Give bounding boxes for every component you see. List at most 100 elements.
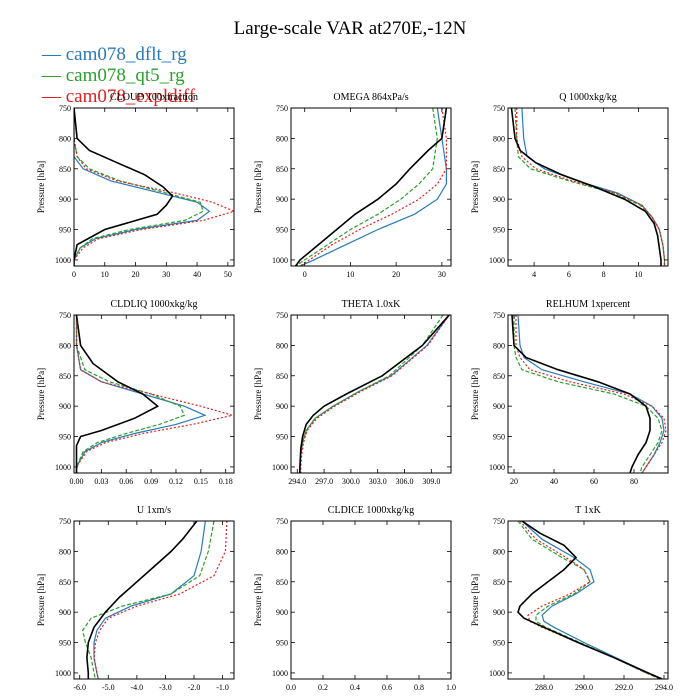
y-tick-label: 750 <box>59 311 71 320</box>
series-line-unlabeled <box>86 521 198 679</box>
x-tick-label: 30 <box>162 270 170 279</box>
x-tick-label: 1.0 <box>446 683 456 692</box>
y-tick-label: 850 <box>493 165 505 174</box>
y-tick-label: 950 <box>59 639 71 648</box>
y-tick-label: 750 <box>276 311 288 320</box>
y-tick-label: 750 <box>59 104 71 113</box>
x-tick-label: 10 <box>101 270 109 279</box>
panel-title: U 1xm/s <box>137 505 171 516</box>
y-tick-label: 800 <box>59 547 71 556</box>
x-tick-label: 0.0 <box>286 683 296 692</box>
panel-title: T 1xK <box>575 505 601 516</box>
panel-6: RELHUM 1xpercent 750 800 850 900 950 1000 20 40 6… <box>470 299 669 486</box>
y-tick-label: 900 <box>276 608 288 617</box>
y-tick-label: 850 <box>59 578 71 587</box>
series-line-cam078_qt5_rg <box>295 108 438 266</box>
legend-entry: — cam078_expldiff <box>42 86 196 107</box>
y-axis-label: Pressure [hPa] <box>36 574 46 626</box>
x-tick-label: 8 <box>602 270 606 279</box>
y-axis-label: Pressure [hPa] <box>253 574 263 626</box>
chart-title: Large-scale VAR at270E,-12N <box>233 18 467 39</box>
panel-title: CLOUD 100xfraction <box>110 92 198 103</box>
x-tick-label: 292.0 <box>615 683 633 692</box>
series-line-cam078_qt5_rg <box>514 108 666 266</box>
x-tick-label: 80 <box>630 477 638 486</box>
panel-title: RELHUM 1xpercent <box>546 299 630 310</box>
x-tick-label: 0.18 <box>219 477 233 486</box>
y-tick-label: 900 <box>59 195 71 204</box>
panel-3: Q 1000xkg/kg 750 800 850 900 950 1000 4 6 8 10 Pres… <box>470 92 669 279</box>
x-tick-label: 297.0 <box>315 477 333 486</box>
series-line-cam078_qt5_rg <box>81 521 215 679</box>
y-axis-label: Pressure [hPa] <box>470 574 480 626</box>
series-line-cam078_dflt_rg <box>521 521 663 679</box>
y-tick-label: 800 <box>276 341 288 350</box>
panel-4: CLDLIQ 1000xkg/kg 750 800 850 900 950 1000 0.00… <box>36 299 235 486</box>
series-line-cam078_expldiff <box>93 521 228 679</box>
y-tick-label: 900 <box>493 402 505 411</box>
series-line-cam078_dflt_rg <box>299 108 447 266</box>
panel-title: THETA 1.0xK <box>342 299 401 310</box>
x-tick-label: 0.12 <box>169 477 183 486</box>
x-tick-label: 30 <box>438 270 446 279</box>
y-tick-label: 950 <box>59 226 71 235</box>
x-tick-label: 20 <box>510 477 518 486</box>
panel-7: U 1xm/s 750 800 850 900 950 1000-6.0 -5.0 -4.0 -3… <box>36 505 235 692</box>
y-tick-label: 950 <box>59 433 71 442</box>
x-tick-label: 0.4 <box>350 683 360 692</box>
x-tick-label: 288.0 <box>535 683 553 692</box>
x-tick-label: -4.0 <box>131 683 144 692</box>
x-tick-label: 60 <box>590 477 598 486</box>
y-tick-label: 1000 <box>272 669 288 678</box>
x-tick-label: -3.0 <box>159 683 172 692</box>
x-tick-label: 4 <box>532 270 536 279</box>
y-tick-label: 1000 <box>489 669 505 678</box>
y-tick-label: 800 <box>493 134 505 143</box>
plot-frame <box>507 107 669 267</box>
y-tick-label: 1000 <box>55 256 71 265</box>
y-tick-label: 850 <box>276 578 288 587</box>
y-tick-label: 850 <box>59 165 71 174</box>
y-tick-label: 800 <box>276 134 288 143</box>
x-tick-label: -2.0 <box>188 683 201 692</box>
series-line-cam078_dflt_rg <box>75 315 207 473</box>
x-tick-label: 0.8 <box>414 683 424 692</box>
y-tick-label: 950 <box>493 433 505 442</box>
x-tick-label: 20 <box>132 270 140 279</box>
series-line-cam078_qt5_rg <box>513 315 663 473</box>
x-tick-label: 0.15 <box>194 477 208 486</box>
panel-title: Q 1000xkg/kg <box>559 92 617 103</box>
plot-frame <box>73 314 235 474</box>
x-tick-label: 0.06 <box>119 477 133 486</box>
y-tick-label: 900 <box>493 195 505 204</box>
x-tick-label: 0 <box>303 270 307 279</box>
x-tick-label: 294.0 <box>288 477 306 486</box>
x-tick-label: 6 <box>567 270 571 279</box>
y-tick-label: 800 <box>59 341 71 350</box>
y-tick-label: 950 <box>493 226 505 235</box>
plot-frame <box>290 520 452 680</box>
x-tick-label: 0 <box>72 270 76 279</box>
series-line-cam078_dflt_rg <box>93 521 206 679</box>
y-tick-label: 1000 <box>55 463 71 472</box>
y-tick-label: 950 <box>276 433 288 442</box>
series-line-unlabeled <box>510 108 662 266</box>
y-tick-label: 850 <box>276 372 288 381</box>
plot-frame <box>73 520 235 680</box>
series-line-unlabeled <box>517 521 663 679</box>
series-line-cam078_qt5_rg <box>74 108 204 266</box>
plot-frame <box>507 314 669 474</box>
y-tick-label: 850 <box>276 165 288 174</box>
panel-title: CLDICE 1000xkg/kg <box>328 505 414 516</box>
x-tick-label: 10 <box>634 270 642 279</box>
series-line-cam078_expldiff <box>516 108 666 266</box>
series-line-cam078_qt5_rg <box>517 521 661 679</box>
y-tick-label: 800 <box>493 341 505 350</box>
x-tick-label: 0.00 <box>69 477 83 486</box>
y-tick-label: 900 <box>493 608 505 617</box>
x-tick-label: 309.0 <box>422 477 440 486</box>
y-tick-label: 1000 <box>272 463 288 472</box>
y-tick-label: 1000 <box>55 669 71 678</box>
